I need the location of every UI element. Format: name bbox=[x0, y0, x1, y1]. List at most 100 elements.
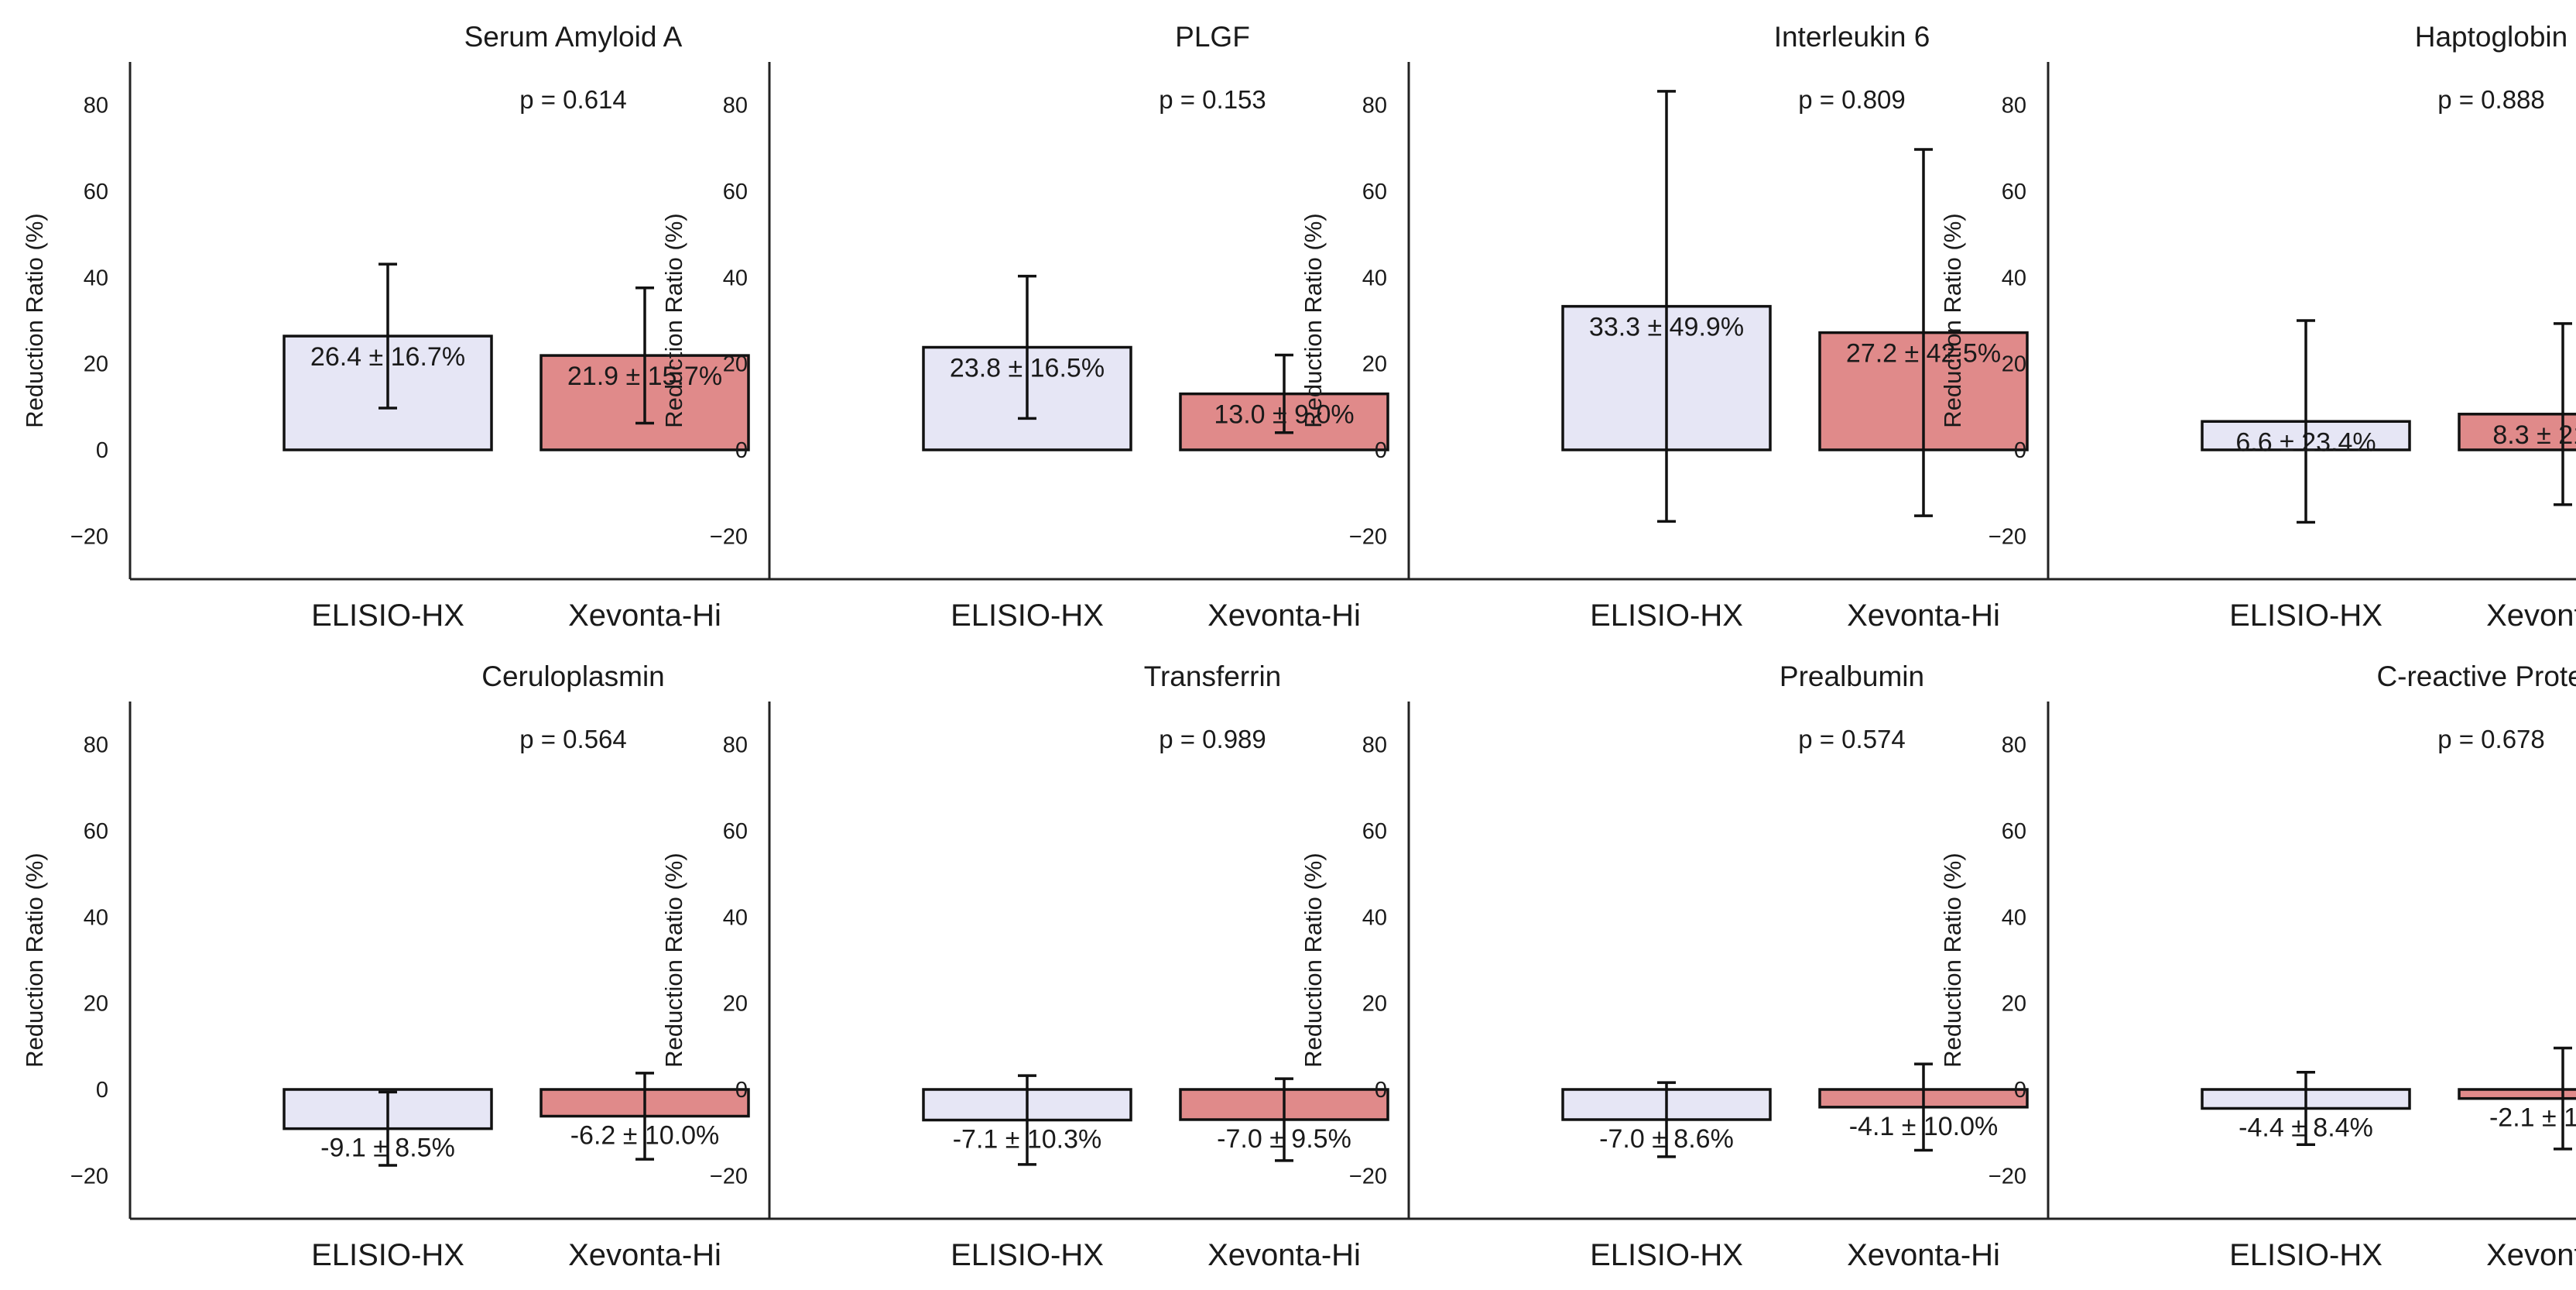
y-tick-label: 80 bbox=[84, 94, 108, 118]
y-axis-label: Reduction Ratio (%) bbox=[21, 213, 48, 427]
bar-value-label: 27.2 ± 42.5% bbox=[1846, 339, 2001, 369]
p-value-label: p = 0.574 bbox=[1798, 725, 1906, 753]
x-tick-label: ELISIO-HX bbox=[1590, 1238, 1743, 1272]
chart-panel: Interleukin 6 p = 0.809 −20 0 20 40 60 80 Reduct… bbox=[1300, 21, 2295, 633]
bar-value-label: -6.2 ± 10.0% bbox=[570, 1121, 720, 1151]
p-value-label: p = 0.989 bbox=[1159, 725, 1266, 753]
y-tick-label: 80 bbox=[723, 733, 748, 758]
y-tick-label: 0 bbox=[96, 1078, 108, 1103]
y-axis-label: Reduction Ratio (%) bbox=[1939, 853, 1966, 1067]
y-tick-label: 20 bbox=[1362, 352, 1387, 377]
y-tick-label: 20 bbox=[2002, 992, 2026, 1017]
chart-panel: Ceruloplasmin p = 0.564 −20 0 20 40 60 80 Reduct… bbox=[21, 660, 1016, 1272]
panel-title: Interleukin 6 bbox=[1774, 21, 1930, 53]
x-tick-label: ELISIO-HX bbox=[311, 599, 464, 633]
y-axis-label: Reduction Ratio (%) bbox=[1939, 213, 1966, 427]
y-tick-label: −20 bbox=[710, 1164, 748, 1189]
bar-value-label: 6.6 ± 23.4% bbox=[2235, 427, 2376, 457]
bar-value-label: 23.8 ± 16.5% bbox=[950, 354, 1105, 383]
y-tick-label: 40 bbox=[1362, 266, 1387, 290]
y-tick-label: 0 bbox=[2014, 1078, 2026, 1103]
y-tick-label: 60 bbox=[723, 819, 748, 844]
y-tick-label: 80 bbox=[1362, 94, 1387, 118]
panel-title: PLGF bbox=[1175, 21, 1250, 53]
y-tick-label: 60 bbox=[2002, 180, 2026, 204]
y-tick-label: −20 bbox=[710, 524, 748, 549]
chart-panel: Prealbumin p = 0.574 −20 0 20 40 60 80 Reduction… bbox=[1300, 660, 2295, 1272]
bar-value-label: 21.9 ± 15.7% bbox=[567, 362, 722, 391]
y-axis-label: Reduction Ratio (%) bbox=[660, 213, 687, 427]
bar-value-label: -4.4 ± 8.4% bbox=[2239, 1113, 2373, 1142]
x-tick-label: ELISIO-HX bbox=[2229, 1238, 2382, 1272]
x-tick-label: Xevonta-Hi bbox=[568, 599, 721, 633]
y-tick-label: 60 bbox=[84, 180, 108, 204]
chart-panel: C-reactive Protein p = 0.678 −20 0 20 40 60 80 R… bbox=[1939, 660, 2576, 1272]
y-tick-label: 60 bbox=[1362, 819, 1387, 844]
x-tick-label: Xevonta-Hi bbox=[2486, 599, 2576, 633]
panel-title: Ceruloplasmin bbox=[481, 660, 665, 692]
y-tick-label: −20 bbox=[1349, 524, 1387, 549]
y-tick-label: 80 bbox=[2002, 733, 2026, 758]
x-tick-label: ELISIO-HX bbox=[951, 599, 1104, 633]
x-tick-label: ELISIO-HX bbox=[311, 1238, 464, 1272]
chart-panel: PLGF p = 0.153 −20 0 20 40 60 80 Reduction Ratio… bbox=[660, 21, 1656, 633]
y-tick-label: 20 bbox=[723, 352, 748, 377]
y-tick-label: 0 bbox=[735, 1078, 748, 1103]
y-tick-label: 40 bbox=[2002, 905, 2026, 930]
x-tick-label: Xevonta-Hi bbox=[1208, 599, 1361, 633]
bar bbox=[2458, 1088, 2576, 1100]
p-value-label: p = 0.888 bbox=[2437, 85, 2545, 114]
p-value-label: p = 0.614 bbox=[519, 85, 627, 114]
y-tick-label: 20 bbox=[84, 992, 108, 1017]
y-tick-label: 0 bbox=[1375, 438, 1387, 463]
chart-panel: Haptoglobin p = 0.888 −20 0 20 40 60 80 Reductio… bbox=[1939, 21, 2576, 633]
panel-title: C-reactive Protein bbox=[2376, 660, 2576, 692]
bar-value-label: -2.1 ± 11.7% bbox=[2489, 1103, 2576, 1133]
y-tick-label: 0 bbox=[735, 438, 748, 463]
x-tick-label: ELISIO-HX bbox=[951, 1238, 1104, 1272]
y-tick-label: 40 bbox=[2002, 266, 2026, 290]
x-tick-label: ELISIO-HX bbox=[2229, 599, 2382, 633]
bar-value-label: -7.0 ± 9.5% bbox=[1217, 1124, 1351, 1154]
p-value-label: p = 0.809 bbox=[1798, 85, 1906, 114]
y-tick-label: 80 bbox=[84, 733, 108, 758]
y-tick-label: 80 bbox=[1362, 733, 1387, 758]
x-tick-label: Xevonta-Hi bbox=[568, 1238, 721, 1272]
bar-value-label: -4.1 ± 10.0% bbox=[1849, 1112, 1999, 1141]
p-value-label: p = 0.678 bbox=[2437, 725, 2545, 753]
y-tick-label: 80 bbox=[2002, 94, 2026, 118]
x-tick-label: Xevonta-Hi bbox=[1847, 599, 2000, 633]
y-tick-label: 20 bbox=[2002, 352, 2026, 377]
y-axis-label: Reduction Ratio (%) bbox=[1300, 853, 1327, 1067]
x-tick-label: Xevonta-Hi bbox=[2486, 1238, 2576, 1272]
y-tick-label: −20 bbox=[1989, 1164, 2026, 1189]
y-tick-label: 0 bbox=[1375, 1078, 1387, 1103]
bar-value-label: 26.4 ± 16.7% bbox=[310, 342, 465, 372]
panel-title: Prealbumin bbox=[1780, 660, 1924, 692]
y-tick-label: 60 bbox=[723, 180, 748, 204]
panel-title: Transferrin bbox=[1144, 660, 1282, 692]
y-tick-label: 40 bbox=[1362, 905, 1387, 930]
bar-value-label: -7.0 ± 8.6% bbox=[1599, 1124, 1734, 1154]
panel-title: Serum Amyloid A bbox=[464, 21, 683, 53]
panel-title: Haptoglobin bbox=[2415, 21, 2567, 53]
bar-value-label: -9.1 ± 8.5% bbox=[320, 1134, 455, 1163]
y-tick-label: −20 bbox=[1989, 524, 2026, 549]
y-tick-label: 20 bbox=[723, 992, 748, 1017]
bar-value-label: 13.0 ± 9.0% bbox=[1214, 400, 1354, 430]
bar-value-label: 33.3 ± 49.9% bbox=[1589, 313, 1744, 342]
y-tick-label: 60 bbox=[2002, 819, 2026, 844]
bar-value-label: -7.1 ± 10.3% bbox=[953, 1125, 1102, 1154]
p-value-label: p = 0.153 bbox=[1159, 85, 1266, 114]
y-tick-label: 0 bbox=[2014, 438, 2026, 463]
y-axis-label: Reduction Ratio (%) bbox=[660, 853, 687, 1067]
x-tick-label: ELISIO-HX bbox=[1590, 599, 1743, 633]
y-tick-label: 20 bbox=[84, 352, 108, 377]
y-tick-label: 40 bbox=[84, 905, 108, 930]
x-tick-label: Xevonta-Hi bbox=[1208, 1238, 1361, 1272]
bar-value-label: 8.3 ± 21.0% bbox=[2492, 420, 2576, 450]
y-tick-label: 40 bbox=[84, 266, 108, 290]
y-tick-label: 60 bbox=[1362, 180, 1387, 204]
y-tick-label: −20 bbox=[70, 524, 108, 549]
